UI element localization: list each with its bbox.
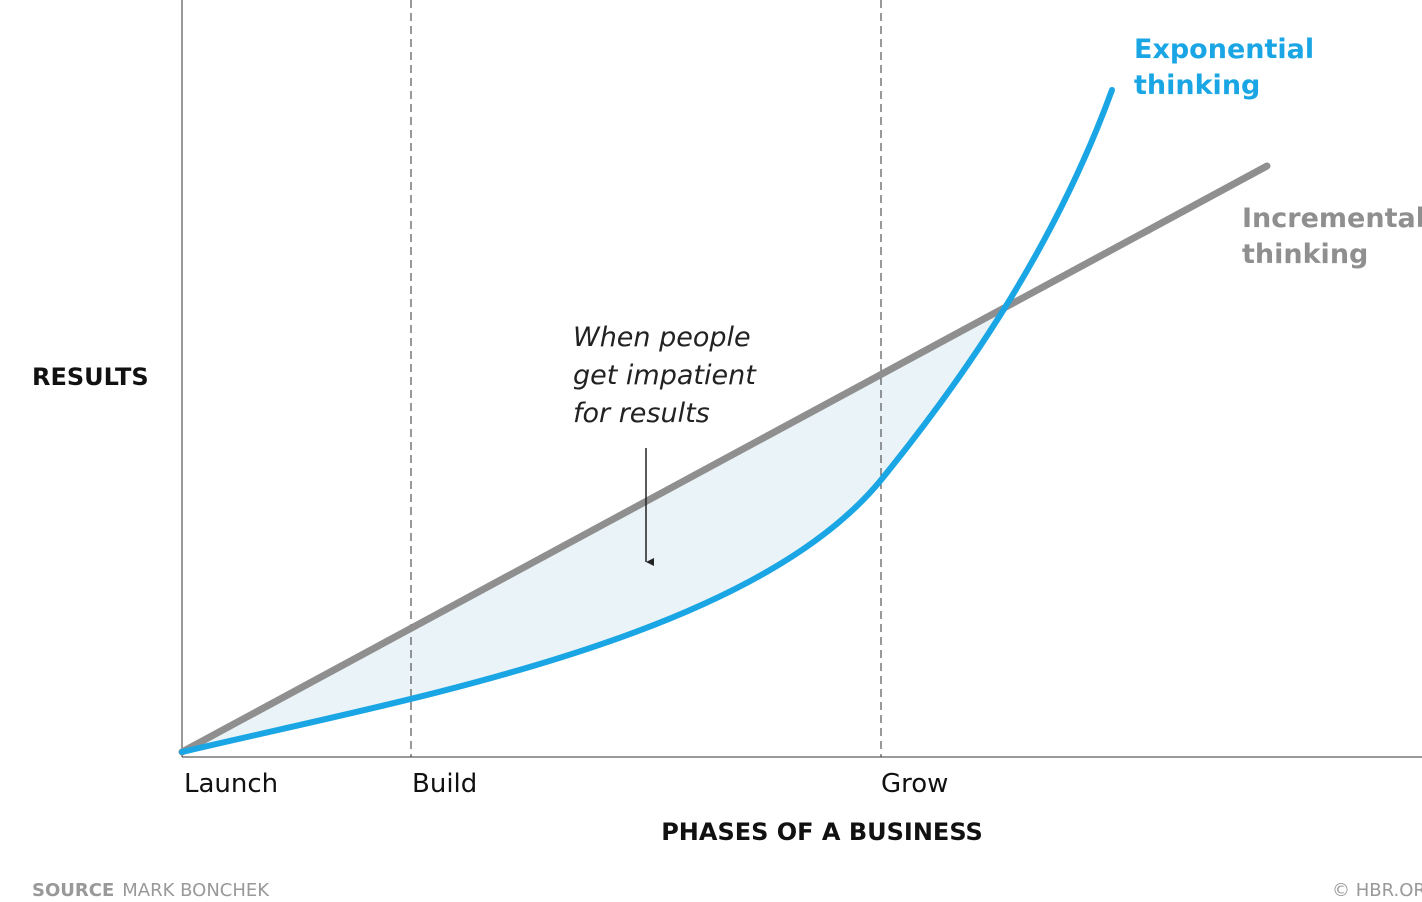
- label-line: thinking: [1242, 239, 1368, 270]
- annotation-line: get impatient: [573, 360, 757, 391]
- phase-label: Launch: [184, 769, 278, 799]
- source-label: SOURCE: [32, 880, 114, 901]
- y-axis-label: RESULTS: [32, 363, 149, 391]
- annotation: When people get impatient for results: [573, 322, 757, 429]
- incremental-line: [178, 162, 1271, 756]
- phase-label: Grow: [881, 769, 948, 799]
- annotation-line: for results: [573, 398, 710, 429]
- source-name: MARK BONCHEK: [122, 880, 270, 901]
- x-axis-label: PHASES OF A BUSINESS: [661, 818, 983, 846]
- label-line: thinking: [1134, 70, 1260, 101]
- phase-label: Build: [412, 769, 477, 799]
- incremental-label: Incremental thinking: [1242, 203, 1422, 270]
- footer-source: SOURCE MARK BONCHEK: [32, 880, 270, 901]
- footer-credit: © HBR.ORG: [1332, 880, 1422, 901]
- label-line: Exponential: [1134, 34, 1314, 65]
- exponential-curve: [179, 87, 1115, 755]
- exponential-label: Exponential thinking: [1134, 34, 1314, 101]
- annotation-line: When people: [573, 322, 751, 353]
- label-line: Incremental: [1242, 203, 1422, 234]
